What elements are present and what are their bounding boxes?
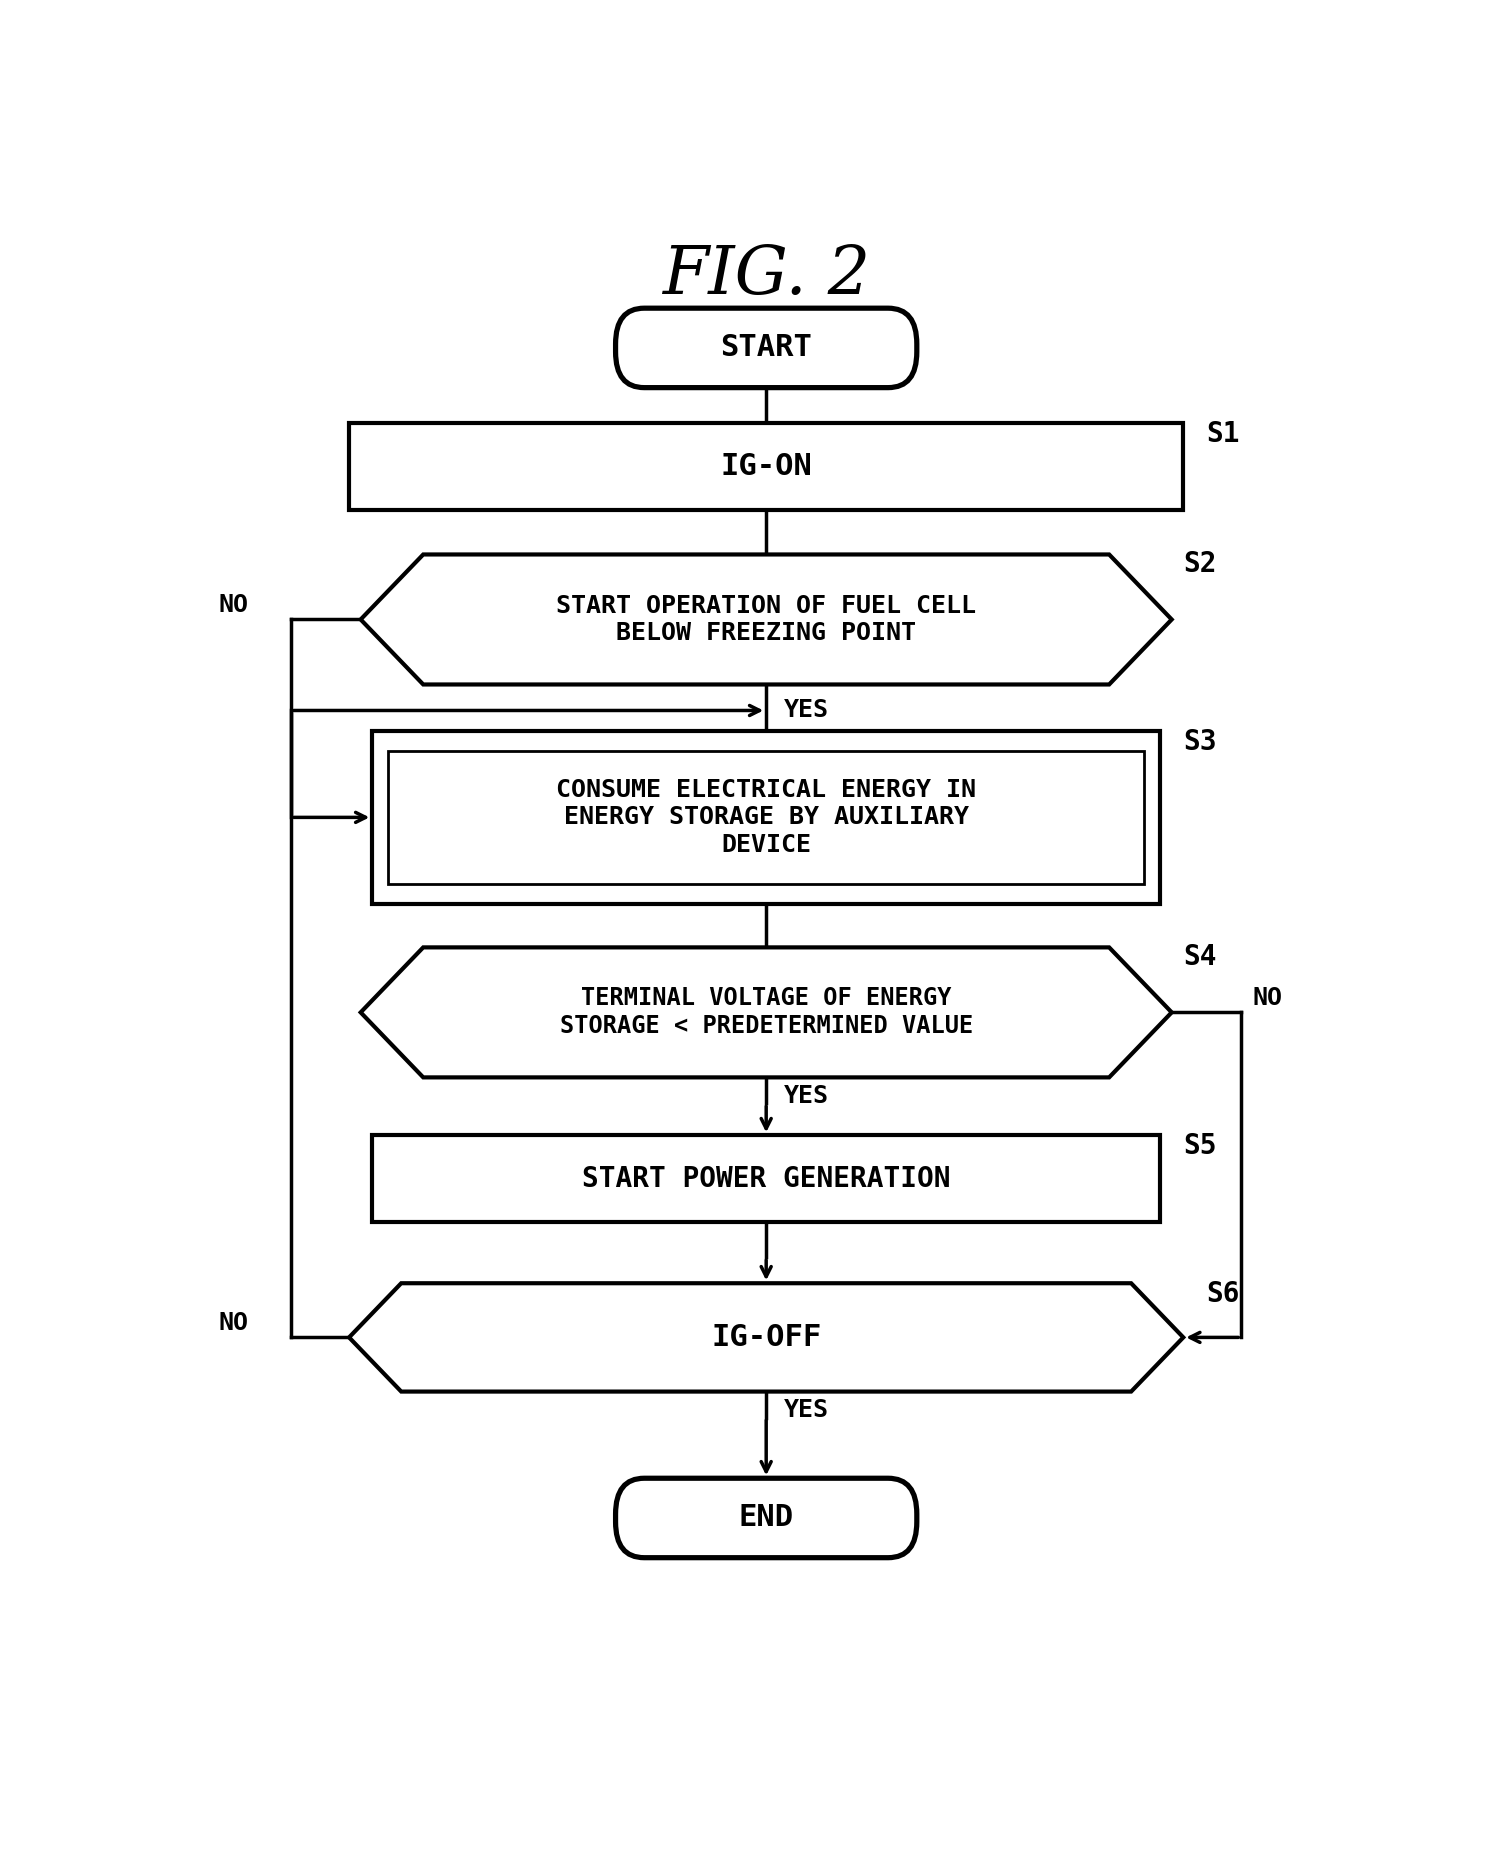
FancyBboxPatch shape <box>616 308 916 388</box>
Text: NO: NO <box>218 593 248 617</box>
Text: CONSUME ELECTRICAL ENERGY IN
ENERGY STORAGE BY AUXILIARY
DEVICE: CONSUME ELECTRICAL ENERGY IN ENERGY STOR… <box>556 777 976 857</box>
Polygon shape <box>348 1283 1184 1392</box>
Bar <box>372 1135 1160 1221</box>
Text: START OPERATION OF FUEL CELL
BELOW FREEZING POINT: START OPERATION OF FUEL CELL BELOW FREEZ… <box>556 593 976 645</box>
Text: S5: S5 <box>1184 1133 1217 1159</box>
Polygon shape <box>360 947 1172 1077</box>
Text: YES: YES <box>783 1398 828 1422</box>
Text: FIG. 2: FIG. 2 <box>662 244 870 308</box>
Text: START: START <box>721 334 812 362</box>
Bar <box>389 750 1144 884</box>
Bar <box>348 422 1184 510</box>
Text: YES: YES <box>783 698 828 722</box>
Text: YES: YES <box>783 1084 828 1109</box>
Text: IG-ON: IG-ON <box>721 452 812 480</box>
Text: S6: S6 <box>1206 1279 1239 1308</box>
Text: NO: NO <box>1253 987 1283 1009</box>
Text: S2: S2 <box>1184 550 1217 578</box>
FancyBboxPatch shape <box>616 1478 916 1557</box>
Text: END: END <box>739 1503 794 1533</box>
Bar <box>372 732 1160 904</box>
Text: S1: S1 <box>1206 420 1239 448</box>
Text: S3: S3 <box>1184 728 1217 756</box>
Text: NO: NO <box>218 1311 248 1336</box>
Text: TERMINAL VOLTAGE OF ENERGY
STORAGE < PREDETERMINED VALUE: TERMINAL VOLTAGE OF ENERGY STORAGE < PRE… <box>559 987 973 1037</box>
Text: START POWER GENERATION: START POWER GENERATION <box>582 1165 951 1193</box>
Polygon shape <box>360 555 1172 685</box>
Text: IG-OFF: IG-OFF <box>712 1323 821 1353</box>
Text: S4: S4 <box>1184 944 1217 972</box>
